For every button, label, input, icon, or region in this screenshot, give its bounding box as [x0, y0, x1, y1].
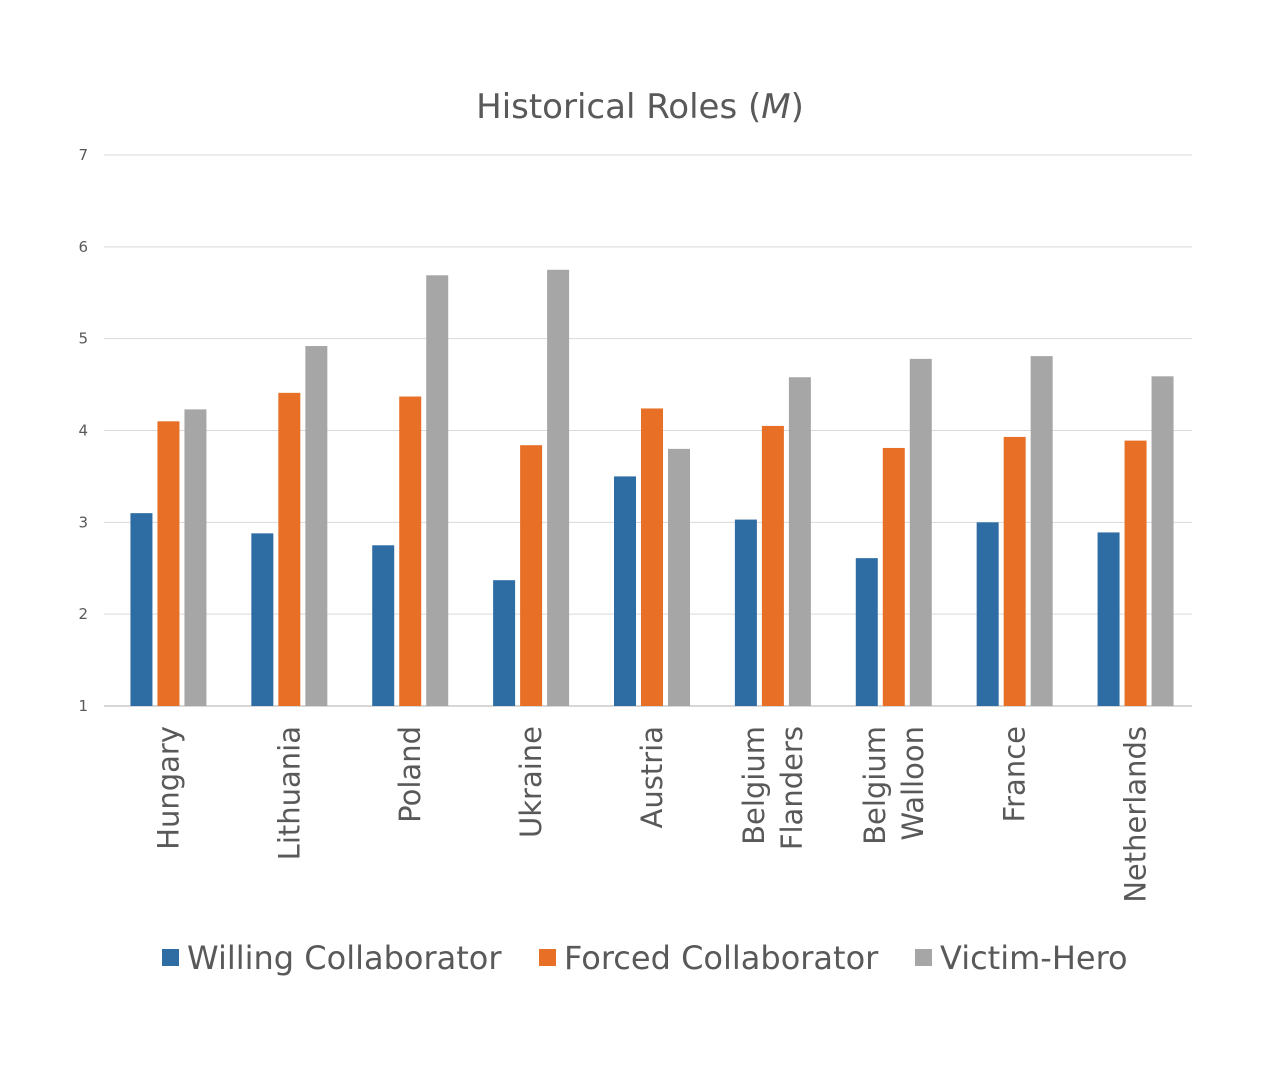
x-tick-label-group: Lithuania [272, 726, 306, 860]
y-tick-label: 2 [78, 605, 88, 623]
x-tick-label: Hungary [151, 726, 185, 850]
bar-willing-collaborator-belgium-walloon [855, 558, 878, 706]
chart-title-main: Historical Roles ( [476, 87, 761, 127]
legend-item: Willing Collaborator [162, 939, 502, 977]
bar-forced-collaborator-hungary [157, 421, 180, 706]
legend-swatch [915, 949, 932, 966]
bar-victim-hero-poland [426, 275, 449, 706]
x-tick-label: Lithuania [272, 726, 306, 860]
bar-victim-hero-belgium-walloon [909, 358, 932, 706]
bar-willing-collaborator-lithuania [251, 533, 274, 706]
legend-swatch [539, 949, 556, 966]
chart-title: Historical Roles (M) [476, 87, 804, 127]
bar-forced-collaborator-belgium-flanders [761, 425, 784, 706]
bar-forced-collaborator-netherlands [1124, 440, 1147, 706]
x-tick-label-group: Netherlands [1119, 726, 1153, 903]
chart-title-italic: M [761, 87, 790, 127]
bar-forced-collaborator-lithuania [278, 392, 301, 706]
bar-forced-collaborator-belgium-walloon [882, 447, 905, 706]
x-tick-label: Netherlands [1119, 726, 1153, 903]
bar-forced-collaborator-france [1003, 436, 1026, 706]
bar-victim-hero-austria [668, 448, 690, 706]
x-tick-label-group: Poland [393, 726, 427, 823]
bar-willing-collaborator-belgium-flanders [734, 519, 757, 706]
x-tick-label-group: Austria [635, 726, 669, 828]
chart-title-end: ) [791, 87, 804, 127]
y-tick-label: 7 [78, 146, 88, 164]
bar-willing-collaborator-hungary [130, 513, 153, 706]
x-tick-label-group: Belgium Walloon [858, 726, 930, 845]
bar-victim-hero-france [1030, 356, 1053, 706]
bar-willing-collaborator-ukraine [493, 580, 516, 706]
bar-forced-collaborator-poland [399, 396, 422, 706]
y-tick-label: 3 [78, 513, 88, 531]
y-axis-ticks: 1 2 3 4 5 6 7 [78, 146, 88, 715]
y-tick-label: 1 [78, 697, 88, 715]
x-tick-label: Ukraine [514, 726, 548, 838]
legend-label: Willing Collaborator [187, 939, 502, 977]
bar-victim-hero-netherlands [1151, 376, 1174, 706]
y-tick-label: 4 [78, 422, 88, 440]
y-tick-label: 6 [78, 238, 88, 256]
bars [130, 269, 1174, 706]
bar-victim-hero-lithuania [305, 346, 328, 706]
x-tick-label: Belgium [737, 726, 771, 845]
bar-victim-hero-ukraine [547, 269, 570, 706]
x-tick-label: Belgium [858, 726, 892, 845]
x-tick-label: France [998, 726, 1032, 822]
x-tick-label: Poland [393, 726, 427, 823]
x-tick-label-group: Ukraine [514, 726, 548, 838]
legend-swatch [162, 949, 179, 966]
bar-victim-hero-belgium-flanders [788, 377, 811, 706]
x-tick-label: Austria [635, 726, 669, 828]
legend-item: Victim-Hero [915, 939, 1128, 977]
x-axis-ticks: Hungary Lithuania Poland Ukraine Austria Belg… [151, 726, 1152, 903]
bar-forced-collaborator-ukraine [520, 445, 543, 706]
legend-label: Forced Collaborator [564, 939, 879, 977]
x-tick-label-group: France [998, 726, 1032, 822]
bar-willing-collaborator-austria [614, 476, 636, 706]
x-tick-label-group: Hungary [151, 726, 185, 850]
legend-label: Victim-Hero [940, 939, 1128, 977]
x-tick-label: Walloon [896, 726, 930, 841]
bar-willing-collaborator-france [976, 522, 999, 706]
legend-item: Forced Collaborator [539, 939, 879, 977]
x-tick-label: Flanders [775, 726, 809, 850]
legend: Willing Collaborator Forced Collaborator V… [162, 939, 1128, 977]
bar-willing-collaborator-poland [372, 545, 395, 706]
y-tick-label: 5 [78, 330, 88, 348]
bar-forced-collaborator-austria [641, 408, 663, 706]
bar-victim-hero-hungary [184, 409, 207, 706]
x-tick-label-group: Belgium Flanders [737, 726, 809, 850]
bar-willing-collaborator-netherlands [1097, 532, 1120, 706]
